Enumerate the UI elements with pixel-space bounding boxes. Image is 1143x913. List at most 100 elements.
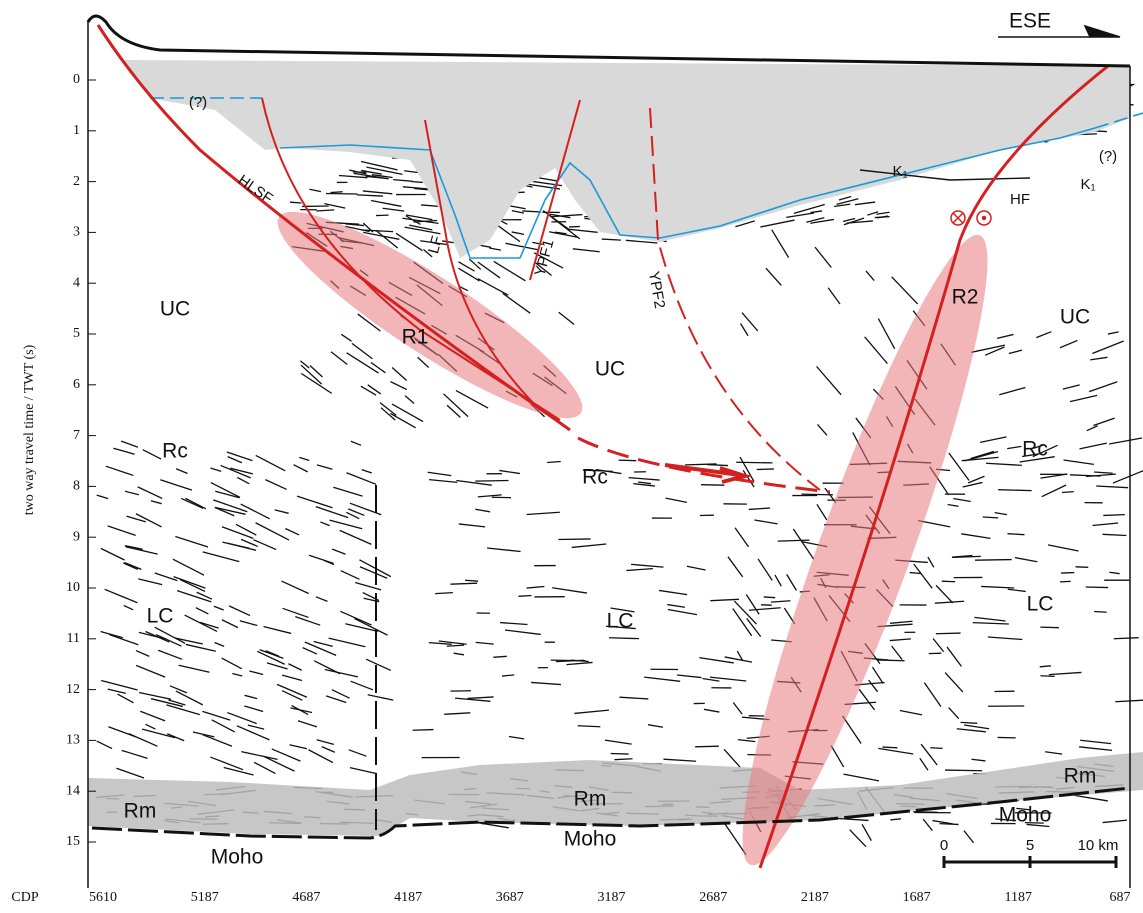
reflector xyxy=(281,674,303,682)
x-tick-label: 4187 xyxy=(394,890,422,905)
reflector xyxy=(361,160,398,171)
reflector xyxy=(96,740,113,750)
reflector xyxy=(138,578,163,586)
reflector xyxy=(361,468,373,474)
reflector xyxy=(324,203,346,209)
reflector xyxy=(113,447,135,455)
reflector xyxy=(877,659,905,662)
reflector xyxy=(1026,823,1050,828)
reflector xyxy=(176,590,212,603)
reflector xyxy=(438,640,467,645)
reflector xyxy=(685,463,717,466)
reflector xyxy=(140,710,166,722)
reflector xyxy=(276,683,308,698)
x-tick-label: 5610 xyxy=(89,890,117,905)
scale-label: 10 km xyxy=(1078,837,1119,854)
reflector xyxy=(499,469,520,475)
reflector xyxy=(367,694,394,701)
reflector xyxy=(532,241,543,246)
reflector xyxy=(633,482,655,487)
reflector xyxy=(157,649,183,660)
reflector xyxy=(637,481,652,485)
reflector xyxy=(734,527,750,548)
reflector xyxy=(221,526,254,539)
reflector xyxy=(428,641,452,645)
reflector xyxy=(1092,522,1119,527)
reflector xyxy=(1080,739,1112,745)
reflector xyxy=(221,657,243,670)
reflector xyxy=(354,617,388,636)
reflector xyxy=(987,636,1023,641)
reflector xyxy=(948,707,960,720)
reflector xyxy=(998,489,1032,492)
surface xyxy=(86,14,1131,68)
reflector xyxy=(604,739,632,745)
reflector xyxy=(404,226,441,235)
reflector xyxy=(237,476,250,485)
reflector xyxy=(486,547,521,553)
reflector xyxy=(382,207,405,212)
reflector xyxy=(686,565,706,571)
reflector xyxy=(552,587,588,594)
reflector xyxy=(232,672,243,677)
reflector xyxy=(214,506,246,515)
reflector xyxy=(228,605,251,617)
reflector xyxy=(748,507,771,511)
reflector xyxy=(667,608,698,616)
reflector xyxy=(297,720,318,728)
symbol-into xyxy=(952,212,964,224)
reflector xyxy=(732,702,743,715)
reflector xyxy=(406,214,433,221)
reflector xyxy=(240,538,258,548)
reflector xyxy=(120,440,139,448)
reflector xyxy=(362,190,393,195)
reflector xyxy=(963,830,975,844)
reflector xyxy=(456,479,492,486)
fault-ypf1 xyxy=(529,99,581,281)
reflector xyxy=(932,638,945,653)
reflector xyxy=(316,209,335,212)
y-tick-label: 1 xyxy=(73,123,80,138)
reflector xyxy=(1041,484,1067,498)
reflector xyxy=(154,626,186,644)
reflector xyxy=(724,656,753,663)
reflector xyxy=(630,563,664,568)
reflector xyxy=(210,481,241,498)
reflector xyxy=(1033,443,1045,449)
reflector xyxy=(289,201,302,204)
reflector xyxy=(345,623,379,633)
reflector xyxy=(333,486,363,497)
reflector xyxy=(371,174,393,179)
x-tick-label: 3687 xyxy=(496,890,524,905)
reflector xyxy=(450,582,478,585)
x-tick-label: 687 xyxy=(1110,890,1131,905)
label: R2 xyxy=(952,286,979,309)
reflector xyxy=(210,467,222,473)
label: Rc xyxy=(162,440,188,463)
reflector xyxy=(1088,381,1118,393)
reflector xyxy=(838,195,852,201)
reflector xyxy=(920,743,938,766)
reflector xyxy=(1103,513,1125,517)
reflector xyxy=(195,607,209,615)
reflector xyxy=(351,342,373,360)
reflector xyxy=(882,746,898,749)
reflector xyxy=(346,352,379,374)
reflector xyxy=(300,364,323,385)
reflector xyxy=(107,688,127,695)
reflector xyxy=(1040,675,1055,678)
reflector xyxy=(982,516,999,519)
reflector xyxy=(1112,470,1143,484)
reflector xyxy=(1115,699,1143,703)
x-tick-label: 1687 xyxy=(903,890,931,905)
reflector xyxy=(331,689,350,699)
y-tick-label: 7 xyxy=(73,428,80,443)
reflector xyxy=(1109,437,1143,445)
reflector xyxy=(313,640,333,648)
reflector xyxy=(984,346,1005,356)
reflector xyxy=(226,451,253,462)
reflector xyxy=(626,567,653,572)
x-tick-label: 1187 xyxy=(1005,890,1032,905)
reflector xyxy=(340,333,352,342)
